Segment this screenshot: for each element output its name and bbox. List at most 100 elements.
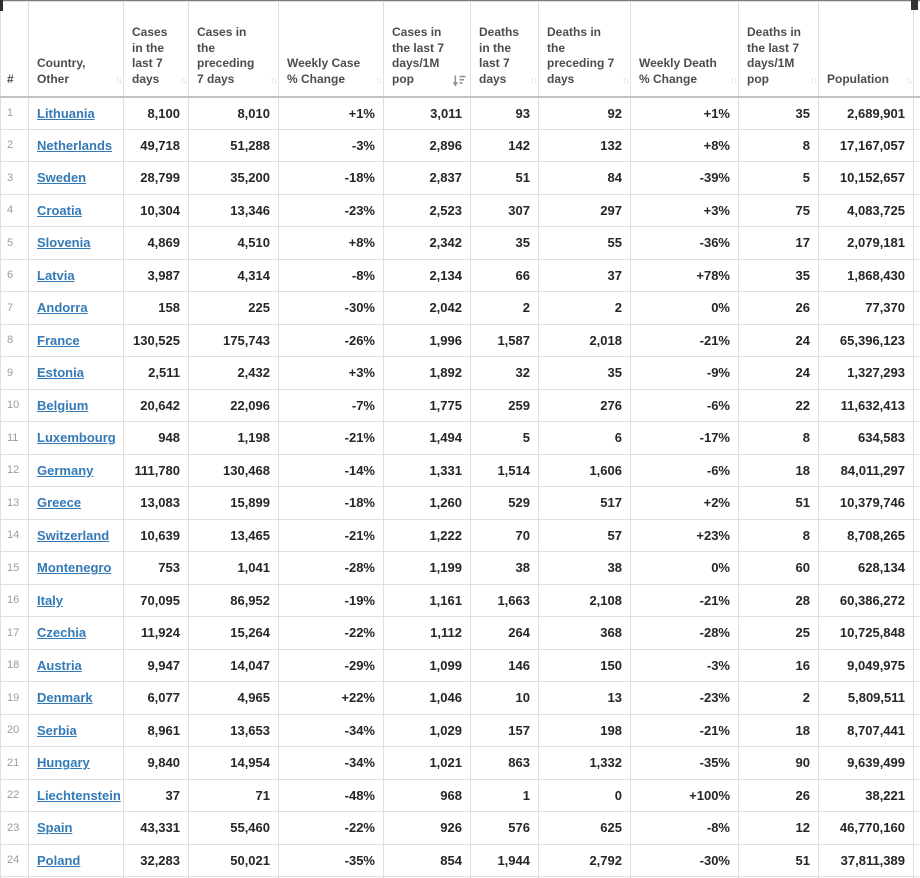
country-link[interactable]: Austria: [37, 657, 82, 673]
row-rank: 14: [0, 518, 29, 552]
table-row: 24 Poland 32,283 50,021 -35% 854 1,944 2,792 -30…: [0, 843, 920, 877]
column-header-weeklyCaseChange[interactable]: Weekly Case % Change ↑↓: [278, 1, 384, 98]
country-link[interactable]: Hungary: [37, 755, 90, 771]
column-header-cases7[interactable]: Cases in the last 7 days ↑↓: [123, 1, 189, 98]
column-header-deathsPrev7[interactable]: Deaths in the preceding 7 days ↑↓: [538, 1, 631, 98]
column-header-population[interactable]: Population ↑↓: [818, 1, 914, 98]
numeric-cell: 35: [470, 226, 539, 260]
country-link[interactable]: Netherlands: [37, 137, 113, 153]
row-rank: 21: [0, 746, 29, 780]
numeric-cell: 175,743: [188, 323, 279, 357]
country-link[interactable]: Andorra: [37, 300, 88, 316]
country-link[interactable]: Spain: [37, 820, 73, 836]
country-link[interactable]: Serbia: [37, 722, 77, 738]
numeric-cell: -29%: [278, 648, 384, 682]
country-link[interactable]: Croatia: [37, 202, 82, 218]
row-rank: 11: [0, 421, 29, 455]
sort-both-icon[interactable]: ↑↓: [810, 74, 818, 86]
numeric-cell: -18%: [278, 486, 384, 520]
numeric-cell: 84: [538, 161, 631, 195]
numeric-cell: 11,924: [123, 616, 189, 650]
column-header-country[interactable]: Country, Other ↑↓: [28, 1, 124, 98]
row-rank: 13: [0, 486, 29, 520]
numeric-cell: 9,947: [123, 648, 189, 682]
numeric-cell: 753: [123, 551, 189, 585]
country-link[interactable]: Germany: [37, 462, 94, 478]
row-rank: 6: [0, 258, 29, 292]
screen-edge-artifact-right: [911, 0, 918, 10]
sort-both-icon[interactable]: ↑↓: [115, 74, 123, 86]
country-link[interactable]: Denmark: [37, 690, 93, 706]
column-header-deaths7per1m[interactable]: Deaths in the last 7 days/1M pop ↑↓: [738, 1, 819, 98]
clipped-next-column-cell: [913, 128, 920, 162]
country-link[interactable]: Montenegro: [37, 560, 112, 576]
country-cell: Austria: [28, 648, 124, 682]
numeric-cell: -39%: [630, 161, 739, 195]
sort-both-icon[interactable]: ↑↓: [905, 74, 913, 86]
column-header-deaths7[interactable]: Deaths in the last 7 days ↑↓: [470, 1, 539, 98]
numeric-cell: 84,011,297: [818, 453, 914, 487]
clipped-next-column-cell: [913, 291, 920, 325]
numeric-cell: 28: [738, 583, 819, 617]
table-row: 17 Czechia 11,924 15,264 -22% 1,112 264 368 -28%…: [0, 616, 920, 650]
table-row-partial: [0, 876, 920, 878]
column-label: Country, Other: [37, 56, 86, 86]
numeric-cell: 2,042: [383, 291, 471, 325]
country-link[interactable]: France: [37, 332, 80, 348]
numeric-cell: 1,099: [383, 648, 471, 682]
numeric-cell: 368: [538, 616, 631, 650]
country-link[interactable]: Belgium: [37, 397, 89, 413]
sort-both-icon[interactable]: ↑↓: [375, 74, 383, 86]
numeric-cell: 1,199: [383, 551, 471, 585]
numeric-cell: 49,718: [123, 128, 189, 162]
numeric-cell: -21%: [630, 713, 739, 747]
numeric-cell: 10,304: [123, 193, 189, 227]
table-row: 5 Slovenia 4,869 4,510 +8% 2,342 35 55 -36% 17 2,0…: [0, 226, 920, 260]
country-link[interactable]: Czechia: [37, 625, 87, 641]
country-link[interactable]: Poland: [37, 852, 81, 868]
column-header-weeklyDeathChange[interactable]: Weekly Death % Change ↑↓: [630, 1, 739, 98]
country-link[interactable]: Switzerland: [37, 527, 110, 543]
country-link[interactable]: Slovenia: [37, 235, 91, 251]
country-link[interactable]: Latvia: [37, 267, 75, 283]
country-cell: Switzerland: [28, 518, 124, 552]
numeric-cell: -8%: [630, 811, 739, 845]
country-link[interactable]: Sweden: [37, 170, 87, 186]
numeric-cell: 71: [188, 778, 279, 812]
numeric-cell: 13,653: [188, 713, 279, 747]
column-header-cases7per1m[interactable]: Cases in the last 7 days/1M pop: [383, 1, 471, 98]
numeric-cell: 70,095: [123, 583, 189, 617]
sort-both-icon[interactable]: ↑↓: [530, 74, 538, 86]
country-link[interactable]: Greece: [37, 495, 82, 511]
numeric-cell: 86,952: [188, 583, 279, 617]
numeric-cell: 1,331: [383, 453, 471, 487]
numeric-cell: 142: [470, 128, 539, 162]
numeric-cell: 1,332: [538, 746, 631, 780]
row-rank: 3: [0, 161, 29, 195]
numeric-cell: 10,152,657: [818, 161, 914, 195]
country-link[interactable]: Liechtenstein: [37, 787, 121, 803]
country-link[interactable]: Estonia: [37, 365, 84, 381]
row-rank: 4: [0, 193, 29, 227]
numeric-cell: 1: [470, 778, 539, 812]
country-link[interactable]: Italy: [37, 592, 64, 608]
row-rank: 24: [0, 843, 29, 877]
numeric-cell: 3,987: [123, 258, 189, 292]
country-cell: Andorra: [28, 291, 124, 325]
country-link[interactable]: Lithuania: [37, 105, 95, 121]
numeric-cell: 1,606: [538, 453, 631, 487]
numeric-cell: 90: [738, 746, 819, 780]
numeric-cell: 948: [123, 421, 189, 455]
sort-both-icon[interactable]: ↑↓: [730, 74, 738, 86]
country-link[interactable]: Luxembourg: [37, 430, 116, 446]
sort-both-icon[interactable]: ↑↓: [622, 74, 630, 86]
numeric-cell: 26: [738, 778, 819, 812]
numeric-cell: 276: [538, 388, 631, 422]
sort-both-icon[interactable]: ↑↓: [270, 74, 278, 86]
clipped-next-column-cell: [913, 486, 920, 520]
column-header-casesPrev7[interactable]: Cases in the preceding 7 days ↑↓: [188, 1, 279, 98]
country-cell: Sweden: [28, 161, 124, 195]
numeric-cell: 1,514: [470, 453, 539, 487]
sort-both-icon[interactable]: ↑↓: [180, 74, 188, 86]
sort-amount-down-icon[interactable]: [452, 75, 466, 87]
